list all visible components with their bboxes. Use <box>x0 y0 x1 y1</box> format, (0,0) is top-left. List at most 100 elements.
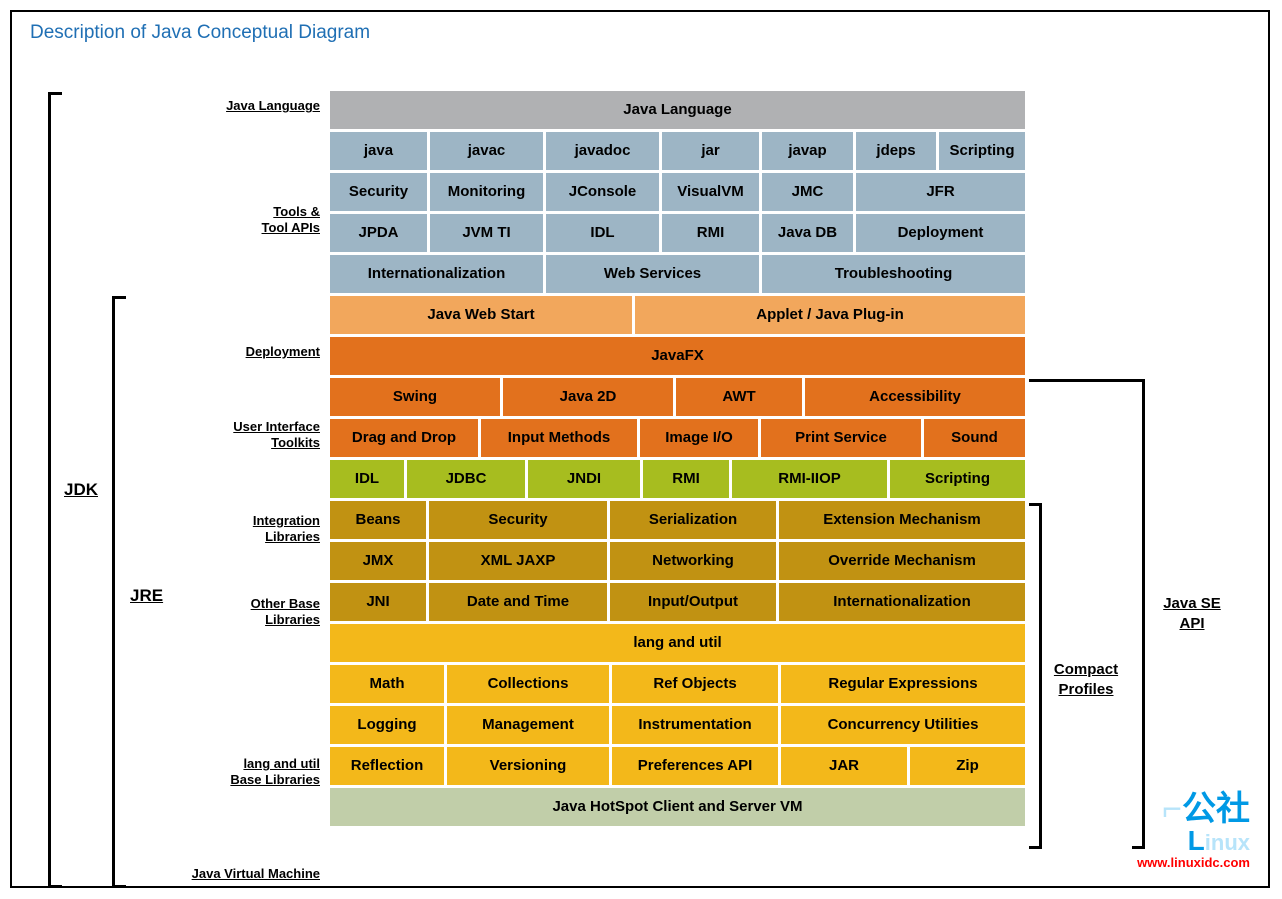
grid-cell: Deployment <box>856 214 1025 252</box>
diagram-frame: Description of Java Conceptual Diagram J… <box>10 10 1270 888</box>
grid-cell: JPDA <box>330 214 427 252</box>
grid-cell: Input/Output <box>610 583 776 621</box>
grid-cell: lang and util <box>330 624 1025 662</box>
grid-cell: Drag and Drop <box>330 419 478 457</box>
grid-cell: javac <box>430 132 543 170</box>
row-label: Other BaseLibraries <box>180 596 320 627</box>
grid-cell: JFR <box>856 173 1025 211</box>
grid-cell: Internationalization <box>779 583 1025 621</box>
grid-cell: VisualVM <box>662 173 759 211</box>
row-label: Java Language <box>180 98 320 114</box>
grid-cell: Extension Mechanism <box>779 501 1025 539</box>
java-conceptual-diagram: JDK JRE Java Language Tools &Tool APIs Dep… <box>30 56 1250 866</box>
wm-bracket-icon: ⌐ <box>1162 790 1182 828</box>
grid-cell: XML JAXP <box>429 542 607 580</box>
grid-cell: javap <box>762 132 853 170</box>
grid-cell: IDL <box>546 214 659 252</box>
grid-cell: Zip <box>910 747 1025 785</box>
grid-cell: Logging <box>330 706 444 744</box>
grid-cell: JAR <box>781 747 907 785</box>
grid-cell: Java DB <box>762 214 853 252</box>
grid-cell: Math <box>330 665 444 703</box>
row-label: Deployment <box>180 344 320 360</box>
javase-bracket <box>1132 379 1145 849</box>
compact-bracket <box>1029 503 1042 849</box>
wm-url: www.linuxidc.com <box>1137 855 1250 870</box>
grid-cell: Versioning <box>447 747 609 785</box>
watermark: ⌐公社 Linux www.linuxidc.com <box>1137 794 1250 870</box>
grid-cell: Security <box>429 501 607 539</box>
jdk-bracket <box>48 92 62 888</box>
grid-cell: Override Mechanism <box>779 542 1025 580</box>
jdk-label: JDK <box>64 480 98 500</box>
grid-cell: Security <box>330 173 427 211</box>
row-label: Java Virtual Machine <box>180 866 320 882</box>
grid-row: Drag and DropInput MethodsImage I/OPrint… <box>330 419 1025 457</box>
grid-cell: Preferences API <box>612 747 778 785</box>
grid-row: IDLJDBCJNDIRMIRMI-IIOPScripting <box>330 460 1025 498</box>
jre-label: JRE <box>130 586 163 606</box>
grid-cell: Scripting <box>939 132 1025 170</box>
grid-row: javajavacjavadocjarjavapjdepsScripting <box>330 132 1025 170</box>
grid-cell: AWT <box>676 378 802 416</box>
grid-row: JavaFX <box>330 337 1025 375</box>
jre-bracket <box>112 296 126 888</box>
grid-cell: JavaFX <box>330 337 1025 375</box>
grid-row: SwingJava 2DAWTAccessibility <box>330 378 1025 416</box>
grid-cell: RMI-IIOP <box>732 460 887 498</box>
grid-row: Java Language <box>330 91 1025 129</box>
grid-cell: RMI <box>643 460 729 498</box>
grid-cell: Serialization <box>610 501 776 539</box>
grid-cell: Networking <box>610 542 776 580</box>
grid-cell: Ref Objects <box>612 665 778 703</box>
grid-cell: jdeps <box>856 132 936 170</box>
grid-row: JNIDate and TimeInput/OutputInternationa… <box>330 583 1025 621</box>
wm-main: 公社 <box>1182 790 1250 828</box>
grid-cell: Date and Time <box>429 583 607 621</box>
grid-row: SecurityMonitoringJConsoleVisualVMJMCJFR <box>330 173 1025 211</box>
grid-cell: JNDI <box>528 460 640 498</box>
grid-row: LoggingManagementInstrumentationConcurre… <box>330 706 1025 744</box>
grid-cell: Sound <box>924 419 1025 457</box>
grid-cell: Monitoring <box>430 173 543 211</box>
grid-row: Java HotSpot Client and Server VM <box>330 788 1025 826</box>
grid-cell: Concurrency Utilities <box>781 706 1025 744</box>
grid-cell: JNI <box>330 583 426 621</box>
grid-cell: Management <box>447 706 609 744</box>
grid-cell: IDL <box>330 460 404 498</box>
grid-cell: Regular Expressions <box>781 665 1025 703</box>
grid-cell: JConsole <box>546 173 659 211</box>
grid-cell: jar <box>662 132 759 170</box>
row-label: lang and utilBase Libraries <box>180 756 320 787</box>
wm-sub: inux <box>1205 830 1250 855</box>
grid-cell: Input Methods <box>481 419 637 457</box>
grid-cell: Beans <box>330 501 426 539</box>
grid-row: InternationalizationWeb ServicesTroubles… <box>330 255 1025 293</box>
grid-cell: Java Language <box>330 91 1025 129</box>
grid-cell: java <box>330 132 427 170</box>
grid-row: JPDAJVM TIIDLRMIJava DBDeployment <box>330 214 1025 252</box>
grid-cell: javadoc <box>546 132 659 170</box>
grid-row: ReflectionVersioningPreferences APIJARZi… <box>330 747 1025 785</box>
grid-cell: RMI <box>662 214 759 252</box>
grid-row: lang and util <box>330 624 1025 662</box>
javase-api-label: Java SEAPI <box>1152 594 1232 633</box>
grid-row: BeansSecuritySerializationExtension Mech… <box>330 501 1025 539</box>
grid-cell: Scripting <box>890 460 1025 498</box>
grid-cell: Print Service <box>761 419 921 457</box>
grid-cell: Accessibility <box>805 378 1025 416</box>
grid-row: Java Web StartApplet / Java Plug-in <box>330 296 1025 334</box>
row-label: Tools &Tool APIs <box>180 204 320 235</box>
grid-cell: Collections <box>447 665 609 703</box>
grid-row: JMXXML JAXPNetworkingOverride Mechanism <box>330 542 1025 580</box>
grid-cell: Internationalization <box>330 255 543 293</box>
grid-area: Java Languagejavajavacjavadocjarjavapjde… <box>330 91 1025 829</box>
grid-cell: Reflection <box>330 747 444 785</box>
javase-connector <box>1029 379 1132 382</box>
grid-cell: Swing <box>330 378 500 416</box>
grid-cell: Image I/O <box>640 419 758 457</box>
row-label: IntegrationLibraries <box>180 513 320 544</box>
row-label: User InterfaceToolkits <box>180 419 320 450</box>
grid-cell: Troubleshooting <box>762 255 1025 293</box>
grid-cell: Java Web Start <box>330 296 632 334</box>
